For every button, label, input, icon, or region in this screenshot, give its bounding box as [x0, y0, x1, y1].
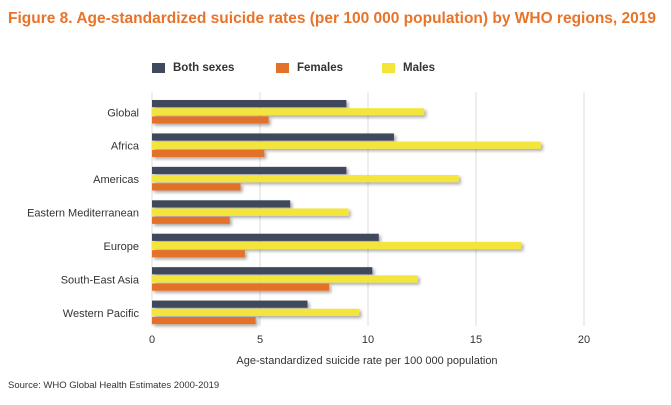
category-label: Western Pacific [63, 308, 140, 320]
bar-both-sexes [152, 233, 379, 241]
category-label: Eastern Mediterranean [27, 208, 139, 220]
x-tick-label: 20 [578, 334, 590, 346]
bar-chart: 0 5 10 15 20 Global Africa Americas Eastern Medi… [27, 92, 590, 367]
source-note: Source: WHO Global Health Estimates 2000… [8, 380, 220, 391]
legend-label-males: Males [403, 62, 435, 74]
bar-females [152, 216, 230, 224]
bar-females [152, 316, 256, 325]
x-tick-label: 15 [470, 334, 482, 346]
x-axis-title: Age-standardized suicide rate per 100 00… [236, 355, 497, 367]
legend-males: Males [382, 61, 435, 75]
legend-swatch-both-sexes [152, 63, 165, 73]
bar-females [152, 283, 330, 291]
chart-title: Figure 8. Age-standardized suicide rates… [8, 10, 657, 27]
category-label: Global [107, 107, 139, 119]
bar-males [152, 141, 541, 149]
bar-males [152, 241, 522, 250]
legend-females: Females [276, 61, 343, 75]
bar-both-sexes [152, 200, 291, 208]
bar-males [152, 108, 425, 116]
bar-females [152, 250, 245, 258]
legend-both-sexes: Both sexes [152, 61, 234, 75]
bar-both-sexes [152, 133, 394, 141]
bar-males [152, 275, 418, 283]
legend-label-females: Females [297, 62, 344, 74]
bar-males [152, 208, 349, 216]
bar-both-sexes [152, 166, 347, 175]
legend-swatch-females [276, 63, 289, 73]
category-label: Americas [93, 174, 139, 186]
legend-swatch-males [382, 63, 395, 73]
legend-label-both-sexes: Both sexes [173, 62, 235, 74]
bar-females [152, 149, 265, 158]
bar-females [152, 116, 269, 124]
bar-males [152, 175, 459, 183]
bar-both-sexes [152, 267, 373, 275]
x-tick-label: 0 [149, 334, 155, 346]
x-tick-label: 5 [257, 334, 263, 346]
category-label: South-East Asia [61, 274, 140, 286]
bar-both-sexes [152, 300, 308, 308]
bar-both-sexes [152, 100, 347, 108]
category-label: Africa [111, 141, 140, 153]
bar-males [152, 308, 360, 316]
x-tick-label: 10 [362, 334, 374, 346]
bar-females [152, 183, 241, 191]
category-label: Europe [104, 241, 139, 253]
